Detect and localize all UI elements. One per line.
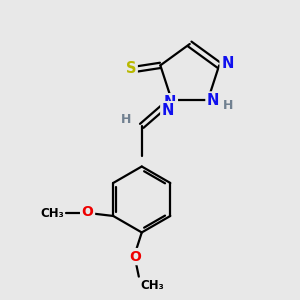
Text: CH₃: CH₃: [40, 206, 64, 220]
Text: CH₃: CH₃: [140, 279, 164, 292]
Text: methoxy: methoxy: [58, 212, 64, 213]
Text: O: O: [129, 250, 141, 264]
Text: H: H: [121, 113, 132, 126]
Text: N: N: [207, 93, 219, 108]
Text: O: O: [82, 206, 94, 219]
Text: H: H: [223, 99, 234, 112]
Text: N: N: [162, 103, 174, 118]
Text: N: N: [164, 95, 176, 110]
Text: S: S: [126, 61, 136, 76]
Text: N: N: [221, 56, 234, 71]
